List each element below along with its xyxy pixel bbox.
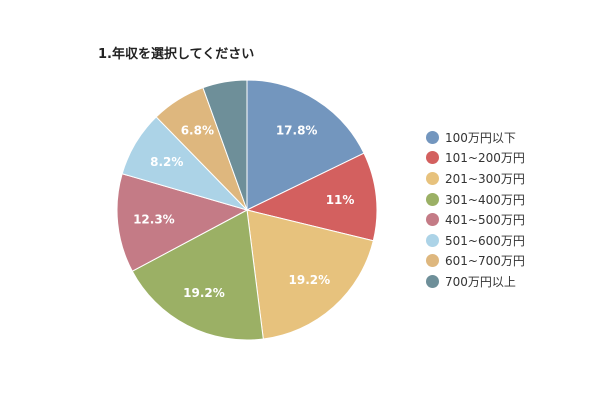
legend-label: 301~400万円 (445, 192, 525, 207)
legend-item: 700万円以上 (426, 271, 525, 292)
legend-swatch-icon (426, 130, 439, 144)
legend-item: 100万円以下 (426, 127, 525, 148)
legend-label: 101~200万円 (445, 151, 525, 166)
legend-item: 601~700万円 (426, 251, 525, 272)
legend-label: 100万円以下 (445, 130, 516, 145)
pie-slice-2 (245, 152, 378, 242)
legend-swatch-icon (426, 274, 439, 288)
legend-label: 401~500万円 (445, 213, 525, 228)
legend-item: 401~500万円 (426, 209, 525, 230)
legend-swatch-icon (426, 254, 439, 268)
legend-swatch-icon (426, 171, 439, 185)
slice-data-label-3: 19.2% (289, 273, 331, 287)
legend-swatch-icon (426, 233, 439, 247)
pie-slice-5 (116, 173, 249, 272)
legend-label: 201~300万円 (445, 171, 525, 186)
slice-data-label-1: 17.8% (276, 124, 318, 138)
slice-data-label-2: 11% (326, 193, 355, 207)
legend-swatch-icon (426, 192, 439, 206)
pie-slice-8 (202, 79, 248, 211)
legend-item: 201~300万円 (426, 168, 525, 189)
legend-swatch-icon (426, 151, 439, 165)
slice-data-label-6: 8.2% (150, 155, 183, 169)
chart-title: 1.年収を選択してください (98, 47, 255, 62)
legend-item: 101~200万円 (426, 148, 525, 169)
legend-label: 501~600万円 (445, 233, 525, 248)
slice-data-label-7: 6.8% (181, 124, 214, 138)
slice-data-label-4: 19.2% (183, 286, 225, 300)
slice-data-label-5: 12.3% (133, 213, 175, 227)
pie-slice-1 (246, 79, 365, 211)
pie-slice-4 (131, 209, 264, 341)
legend-swatch-icon (426, 213, 439, 227)
legend-label: 700万円以上 (445, 274, 516, 289)
legend: 100万円以下 101~200万円 201~300万円 301~400万円 401~50… (426, 127, 525, 292)
pie-slice-3 (246, 209, 374, 340)
legend-item: 501~600万円 (426, 230, 525, 251)
legend-label: 601~700万円 (445, 254, 525, 269)
legend-item: 301~400万円 (426, 189, 525, 210)
